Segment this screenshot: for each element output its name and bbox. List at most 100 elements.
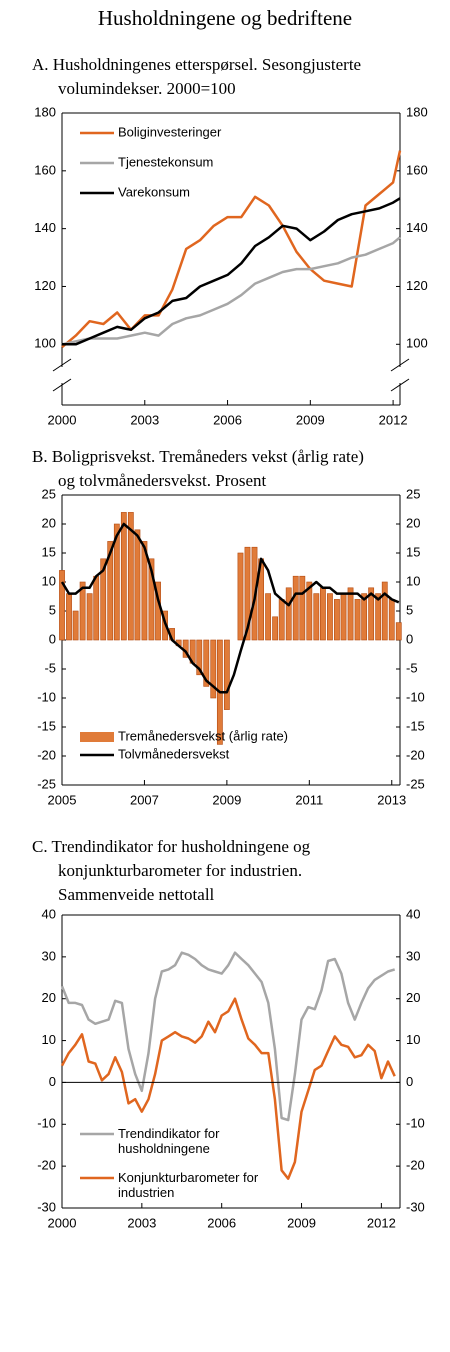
line-series (61, 150, 402, 349)
x-tick-label: 2012 (379, 412, 408, 427)
y2-tick-label: 100 (406, 336, 428, 351)
y-tick-label: 20 (42, 515, 56, 530)
y-tick-label: 10 (42, 573, 56, 588)
y2-tick-label: 30 (406, 948, 420, 963)
line-series (60, 951, 396, 1122)
bar (100, 558, 107, 641)
legend-box: Trendindikator for husholdningene (118, 1126, 220, 1156)
y2-tick-label: 20 (406, 515, 420, 530)
x-tick-label: 2013 (377, 792, 406, 807)
bar (395, 622, 402, 641)
bar (113, 523, 120, 641)
bar (306, 581, 313, 641)
line-series (61, 236, 401, 346)
y2-tick-label: 120 (406, 278, 428, 293)
y-tick-label: 120 (34, 278, 56, 293)
bar (59, 570, 65, 641)
legend-label: Trendindikator for husholdningene (118, 1126, 220, 1156)
bar (381, 581, 388, 641)
y2-tick-label: 180 (406, 104, 428, 119)
line-series (62, 197, 401, 346)
y-tick-label: 100 (34, 336, 56, 351)
y-tick-label: 20 (42, 990, 56, 1005)
y2-tick-label: 15 (406, 544, 420, 559)
chart-title: Sammenveide nettotall (58, 885, 215, 904)
y2-tick-label: 25 (406, 486, 420, 501)
chart-title: A. Husholdningenes etterspørsel. Sesongj… (32, 55, 361, 74)
y-tick-label: -10 (37, 1116, 56, 1131)
bar (148, 558, 155, 641)
x-tick-label: 2005 (48, 792, 77, 807)
y2-tick-label: 5 (406, 602, 413, 617)
x-tick-label: 2006 (207, 1215, 236, 1230)
y-tick-label: 30 (42, 948, 56, 963)
y2-tick-label: -5 (406, 660, 418, 675)
x-tick-label: 2000 (48, 1215, 77, 1230)
x-tick-label: 2011 (295, 792, 323, 807)
bar (285, 587, 292, 641)
legend-label: Tolvmånedersvekst (118, 746, 230, 761)
bar (375, 593, 382, 641)
y-tick-label: -10 (37, 689, 56, 704)
bar (313, 593, 320, 641)
axis-break (52, 358, 72, 372)
legend-label: Boliginvesteringer (118, 124, 222, 139)
bar (203, 639, 210, 687)
x-tick-label: 2009 (296, 412, 325, 427)
bar (107, 541, 114, 641)
x-tick-label: 2000 (48, 412, 77, 427)
y-tick-label: -20 (37, 747, 56, 762)
y2-tick-label: -10 (406, 689, 425, 704)
bar (368, 587, 375, 641)
chart-title: B. Boligprisvekst. Tremåneders vekst (år… (32, 447, 364, 466)
bar (237, 552, 244, 641)
x-tick-label: 2009 (287, 1215, 316, 1230)
bar (223, 639, 230, 710)
bar (320, 587, 326, 641)
chart-title: og tolvmånedersvekst. Prosent (58, 471, 266, 490)
y2-tick-label: 10 (406, 573, 420, 588)
bar (127, 512, 134, 641)
bar (86, 593, 93, 641)
x-tick-label: 2003 (127, 1215, 156, 1230)
y2-tick-label: -15 (406, 718, 425, 733)
legend-label: Tjenestekonsum (118, 154, 213, 169)
y-tick-label: 0 (49, 1074, 56, 1089)
y-tick-label: 25 (42, 486, 56, 501)
line-series (60, 997, 396, 1180)
bar (388, 599, 395, 641)
y2-tick-label: 140 (406, 220, 428, 235)
bar (93, 575, 100, 641)
bar (72, 610, 79, 641)
bar (347, 587, 354, 641)
legend-label: Konjunkturbarometer for industrien (118, 1170, 259, 1200)
x-tick-label: 2009 (212, 792, 241, 807)
bar (278, 599, 285, 641)
bar (292, 575, 299, 641)
y-tick-label: -5 (44, 660, 56, 675)
legend-label: Tremånedersvekst (årlig rate) (118, 728, 288, 743)
y-tick-label: 180 (34, 104, 56, 119)
bar (361, 593, 368, 641)
bar (79, 581, 86, 641)
bar (354, 599, 361, 641)
bar (299, 575, 306, 641)
axis-break (390, 378, 410, 392)
y2-tick-label: 40 (406, 906, 420, 921)
y-tick-label: 5 (49, 602, 56, 617)
axis-break (52, 378, 72, 392)
y-tick-label: -15 (37, 718, 56, 733)
bar (340, 593, 347, 641)
y2-tick-label: -30 (406, 1199, 425, 1214)
y-tick-label: -30 (37, 1199, 56, 1214)
y2-tick-label: 0 (406, 631, 413, 646)
bar (120, 512, 127, 641)
axis-break (390, 358, 410, 372)
y-tick-label: 140 (34, 220, 56, 235)
y2-tick-label: -25 (406, 776, 425, 791)
y-tick-label: -25 (37, 776, 56, 791)
bar (134, 529, 141, 641)
y2-tick-label: -20 (406, 1158, 425, 1173)
x-tick-label: 2003 (130, 412, 159, 427)
